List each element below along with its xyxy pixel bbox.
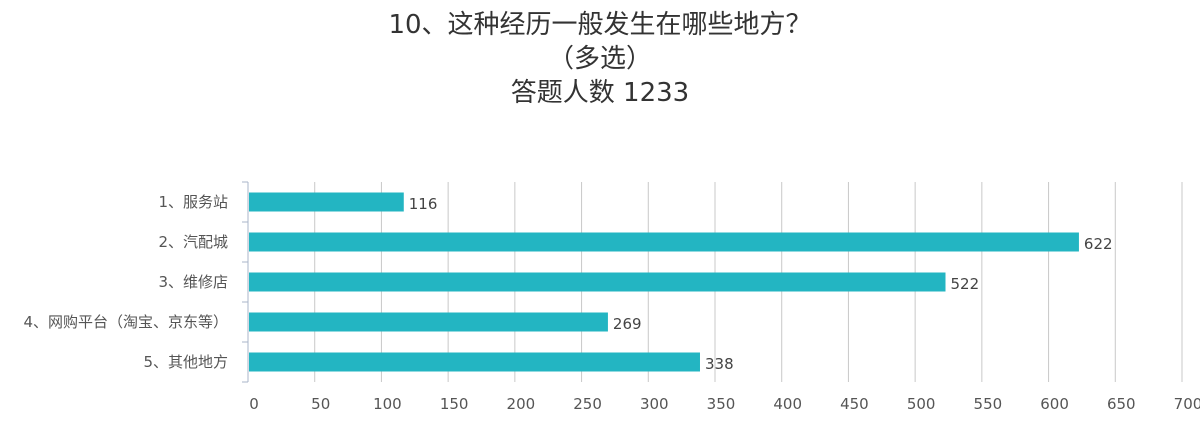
category-label: 4、网购平台（淘宝、京东等） — [23, 313, 228, 331]
data-label: 522 — [950, 275, 979, 293]
bar — [249, 272, 946, 292]
x-tick-label: 650 — [1107, 395, 1136, 413]
x-tick-label: 150 — [440, 395, 469, 413]
x-tick-label: 250 — [573, 395, 602, 413]
x-tick-label: 550 — [974, 395, 1003, 413]
chart-title-line-1: 10、这种经历一般发生在哪些地方？ — [388, 10, 812, 40]
bar — [249, 312, 608, 332]
category-label: 2、汽配城 — [158, 233, 228, 251]
x-tick-label: 500 — [907, 395, 936, 413]
data-label: 269 — [613, 315, 642, 333]
x-tick-label: 400 — [773, 395, 802, 413]
x-tick-label: 100 — [373, 395, 402, 413]
category-label: 1、服务站 — [158, 193, 228, 211]
x-tick-label: 700 — [1174, 395, 1200, 413]
category-label: 5、其他地方 — [143, 353, 228, 371]
x-tick-label: 450 — [840, 395, 869, 413]
x-tick-label: 0 — [249, 395, 259, 413]
data-label: 338 — [705, 355, 734, 373]
bar — [249, 192, 404, 212]
chart-title-line-2: （多选） — [547, 44, 652, 74]
chart-title: 10、这种经历一般发生在哪些地方？ （多选） 答题人数 1233 — [0, 8, 1200, 110]
x-tick-label: 50 — [311, 395, 330, 413]
data-label: 116 — [409, 195, 438, 213]
x-tick-label: 300 — [640, 395, 669, 413]
x-tick-label: 200 — [507, 395, 536, 413]
x-tick-label: 350 — [707, 395, 736, 413]
bar — [249, 352, 700, 372]
data-label: 622 — [1084, 235, 1113, 253]
category-label: 3、维修店 — [158, 273, 228, 291]
x-tick-label: 600 — [1040, 395, 1069, 413]
bar — [249, 232, 1079, 252]
chart-title-line-3: 答题人数 1233 — [510, 78, 690, 108]
